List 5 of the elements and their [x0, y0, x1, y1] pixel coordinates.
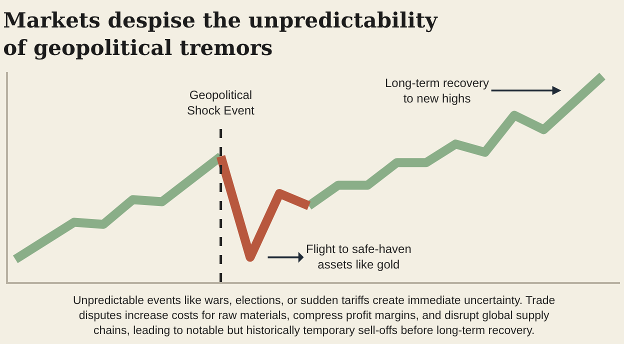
chart-title: Markets despise the unpredictability of geopolitical tremors [3, 8, 438, 60]
text: Unpredictable events like wars, elections, or sudden tariffs create immediate uncertainty. Trade disputes increase costs for raw materials, compress profit margins, and disrupt global supply chains, leading to notable but historically temporary sell-offs before long-term recovery. [73, 295, 556, 337]
annotation: Flight to safe-haven assets like gold [306, 242, 412, 272]
annotation: Geopolitical Shock Event [187, 88, 256, 118]
annotation: Long-term recovery to new highs [385, 76, 490, 106]
